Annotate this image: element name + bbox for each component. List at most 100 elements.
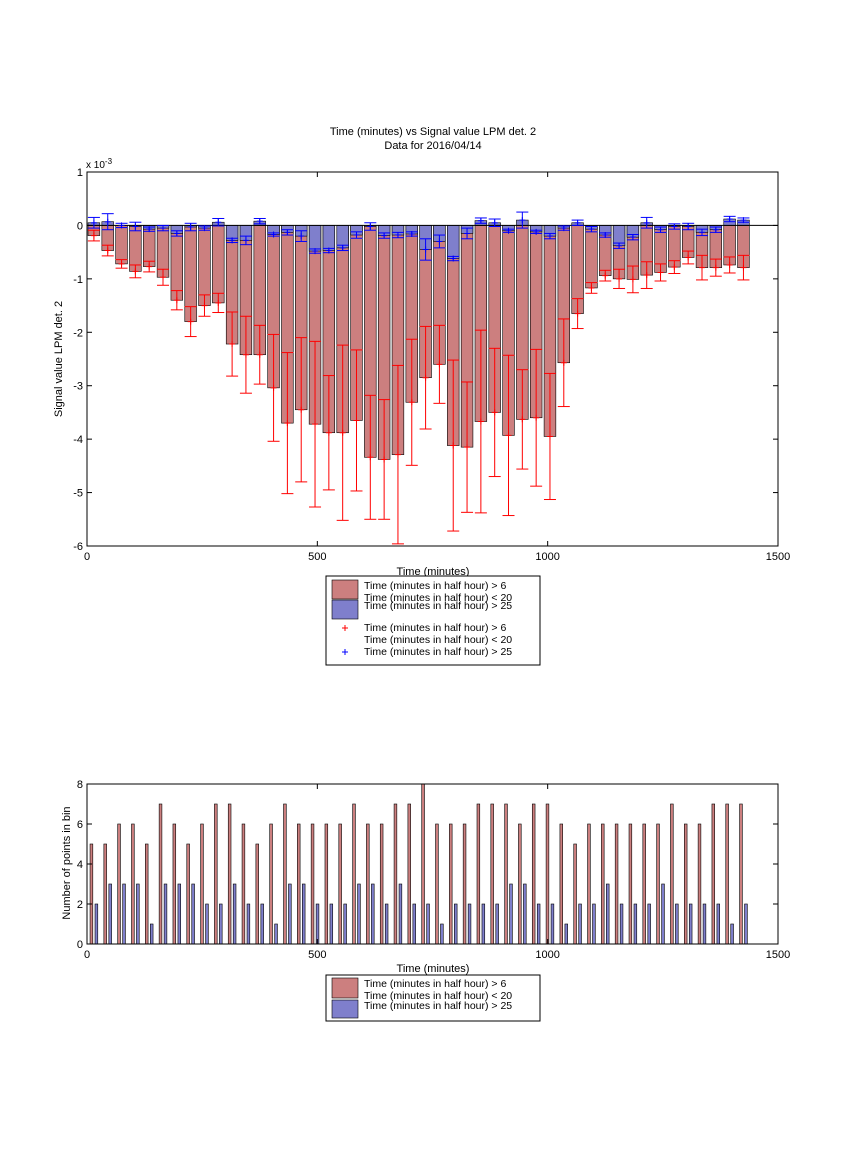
red-marker [519, 416, 526, 423]
blue-count-bar [384, 903, 389, 945]
legend-label: Time (minutes in half hour) > 6 [364, 580, 506, 592]
red-count-bar [573, 843, 577, 945]
blue-count-bar [550, 903, 555, 945]
blue-count-bar [675, 903, 679, 945]
chart-subtitle: Data for 2016/04/14 [384, 140, 481, 152]
blue-marker [394, 232, 401, 239]
red-marker [574, 310, 581, 317]
legend-label: Time (minutes in half hour) > 6 [364, 622, 506, 634]
red-count-bar [255, 843, 259, 945]
blue-marker [270, 231, 277, 238]
y-axis-label: Signal value LPM det. 2 [53, 301, 65, 417]
signal-axes-box [86, 171, 779, 547]
red-marker [325, 429, 332, 436]
red-marker [173, 297, 180, 304]
blue-count-bar [219, 903, 223, 945]
blue-count-bar [177, 883, 181, 945]
red-marker [657, 269, 664, 276]
blue-count-bar [744, 903, 748, 945]
red-marker [312, 421, 319, 428]
red-marker [643, 272, 650, 279]
blue-marker [560, 225, 567, 232]
x-axis-label-2: Time (minutes) [397, 963, 470, 975]
blue-legend-marker [342, 649, 348, 655]
red-count-bar [476, 803, 481, 945]
blue-marker [657, 226, 664, 233]
red-marker [381, 456, 388, 463]
red-marker [477, 418, 484, 425]
blue-count-bar [246, 903, 251, 945]
red-marker [546, 433, 553, 440]
blue-marker [422, 246, 429, 253]
count-y-tick-label: 0 [77, 939, 83, 951]
signal-y-tick-label: -6 [73, 541, 83, 553]
red-count-bar [670, 803, 674, 945]
blue-count-bar [191, 883, 195, 945]
blue-marker [712, 226, 719, 233]
blue-marker [477, 217, 484, 224]
red-marker [298, 406, 305, 413]
blue-count-bar [495, 903, 499, 945]
blue-count-bar [329, 903, 334, 945]
red-count-bar [172, 823, 177, 945]
blue-count-bar [454, 903, 458, 945]
blue-count-bar [688, 903, 693, 945]
signal-chart: Time (minutes) vs Signal value LPM det. … [53, 126, 790, 666]
red-marker [339, 429, 346, 436]
blue-marker [229, 237, 236, 244]
blue-count-bar [633, 903, 638, 945]
red-marker [436, 361, 443, 368]
signal-y-tick-label: -5 [73, 488, 83, 500]
red-signal-bar [585, 225, 598, 289]
blue-count-bar [163, 883, 168, 945]
blue-marker [588, 226, 595, 233]
red-count-bar [338, 823, 342, 945]
red-count-bar [103, 843, 107, 945]
red-count-bar [379, 823, 384, 945]
red-marker [408, 399, 415, 406]
red-marker [464, 444, 471, 451]
red-count-bar [310, 823, 315, 945]
blue-legend-swatch [331, 599, 359, 620]
red-marker [160, 274, 167, 281]
red-signal-bar [212, 225, 225, 304]
red-marker [394, 451, 401, 458]
red-count-bar [366, 823, 370, 945]
blue-marker [118, 222, 125, 229]
red-count-bar [601, 823, 605, 945]
blue-marker [146, 226, 153, 233]
signal-x-tick-label: 1000 [535, 551, 559, 563]
red-legend-marker [342, 625, 348, 631]
red-marker [270, 384, 277, 391]
blue-count-bar [426, 903, 430, 945]
red-marker [229, 341, 236, 348]
blue-marker [90, 219, 97, 226]
red-marker [284, 420, 291, 427]
blue-count-bar [509, 883, 513, 945]
red-marker [201, 302, 208, 309]
blue-count-bar [578, 903, 582, 945]
signal-x-tick-label: 500 [308, 551, 326, 563]
red-count-bar [435, 823, 439, 945]
count-y-tick-label: 4 [77, 859, 83, 871]
blue-count-bar [136, 883, 140, 945]
red-marker [491, 409, 498, 416]
red-count-bar [241, 823, 246, 945]
blue-marker [505, 227, 512, 234]
red-marker [118, 260, 125, 267]
blue-marker [616, 242, 623, 249]
blue-signal-bar [308, 225, 322, 252]
blue-marker [726, 216, 733, 223]
red-count-bar [200, 823, 204, 945]
blue-count-bar [412, 903, 416, 945]
red-signal-bar [170, 225, 184, 301]
count-axes: 0 500 1000 1500 0 2 4 6 8 [77, 779, 790, 961]
red-count-bar [269, 823, 273, 945]
red-count-bar [421, 783, 425, 945]
red-marker [560, 359, 567, 366]
red-count-bar [531, 803, 536, 945]
red-count-bar [711, 803, 716, 945]
blue-marker [685, 223, 692, 230]
blue-count-bar [357, 883, 361, 945]
